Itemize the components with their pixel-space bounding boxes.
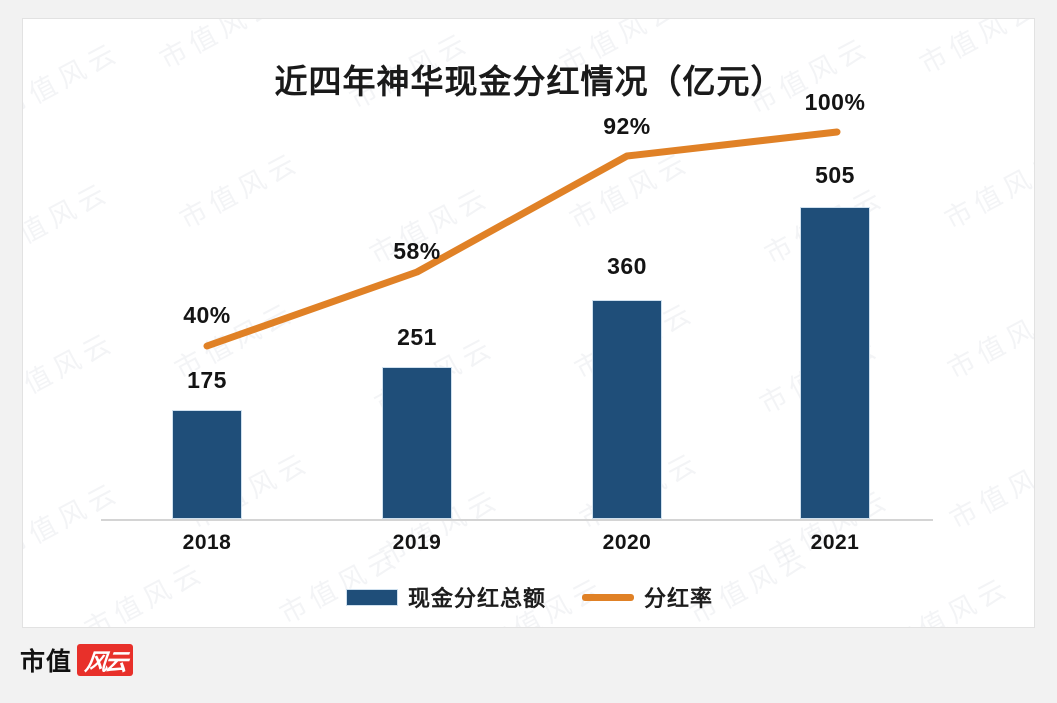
plot-area: 175 251 360 505 40% 58% 92% 100% 2018 20… xyxy=(23,19,1034,627)
legend-item-payout-ratio[interactable]: 分红率 xyxy=(582,581,713,613)
bar-value-label-2019: 251 xyxy=(397,324,437,350)
chart-title: 近四年神华现金分红情况（亿元） xyxy=(274,62,785,101)
bar-2019[interactable] xyxy=(382,367,452,519)
legend-label-total-dividend: 现金分红总额 xyxy=(407,587,546,612)
line-value-label-2020: 92% xyxy=(603,113,651,139)
chart-card: 市值风云 市值风云 市值风云 市值风云 市值风云 市值风云 市值风云 市值风云 … xyxy=(22,18,1035,628)
legend-item-total-dividend[interactable]: 现金分红总额 xyxy=(345,581,546,613)
x-axis-line xyxy=(101,519,933,521)
footer-bar: 市值 风云 买股之前搜一搜 市值风云APP xyxy=(0,628,1057,703)
chart-legend: 现金分红总额 分红率 xyxy=(23,581,1034,613)
legend-label-payout-ratio: 分红率 xyxy=(644,587,714,612)
bar-value-label-2018: 175 xyxy=(187,367,227,393)
legend-line-swatch-icon xyxy=(582,593,634,601)
bar-2020[interactable] xyxy=(592,300,662,519)
line-value-label-2019: 58% xyxy=(393,238,441,264)
x-axis-label-2018: 2018 xyxy=(182,531,232,554)
x-axis-label-2020: 2020 xyxy=(602,531,652,554)
bar-value-label-2021: 505 xyxy=(815,162,855,188)
line-value-label-2018: 40% xyxy=(183,302,231,328)
brand-name-text: 市值 xyxy=(20,647,73,676)
x-axis-label-2021: 2021 xyxy=(810,531,860,554)
fengyun-logo-icon: 风云 xyxy=(77,644,134,676)
bar-2021[interactable] xyxy=(800,207,870,519)
brand-logo-group[interactable]: 市值 风云 xyxy=(20,642,134,678)
line-value-label-2021: 100% xyxy=(804,89,866,115)
dividend-ratio-line xyxy=(203,128,841,350)
line-path xyxy=(203,128,841,350)
legend-bar-swatch-icon xyxy=(345,588,398,606)
fengyun-logo-glyph: 风云 xyxy=(83,649,127,676)
bar-value-label-2020: 360 xyxy=(607,253,647,279)
x-axis-label-2019: 2019 xyxy=(392,531,442,554)
bar-2018[interactable] xyxy=(172,410,242,519)
